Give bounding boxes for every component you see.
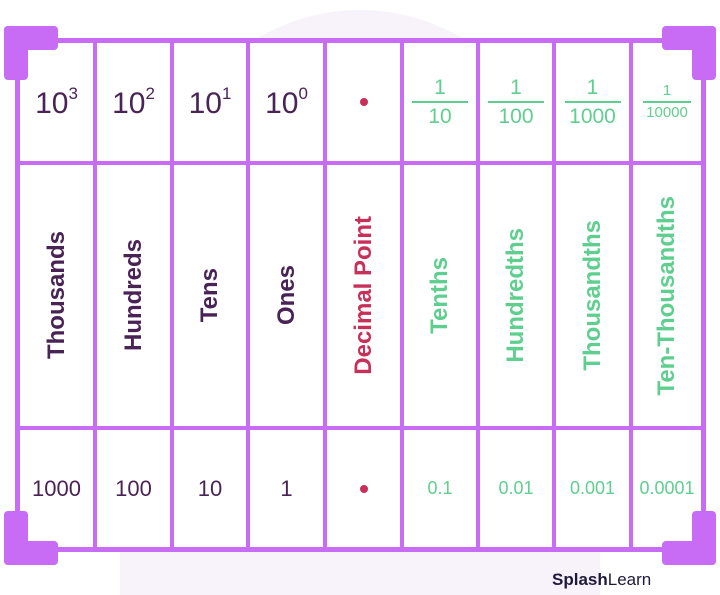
- corner-bracket: [4, 511, 58, 565]
- power-base: 10: [188, 86, 222, 120]
- denominator: 1000: [569, 105, 616, 128]
- place-value: 100: [115, 475, 152, 501]
- name-cell: Tenths: [404, 165, 480, 430]
- power-base: 10: [265, 86, 299, 120]
- numerator: 1: [662, 81, 672, 99]
- place-value: 0.1: [427, 478, 453, 498]
- place-value: 1: [280, 475, 293, 501]
- fraction-cell: 1 10: [404, 43, 480, 165]
- power-cell: 101: [174, 43, 250, 165]
- power-base: 10: [35, 86, 69, 120]
- numerator: 1: [434, 75, 446, 99]
- denominator: 10: [428, 105, 452, 128]
- place-name: Hundredths: [502, 228, 529, 363]
- power-exponent: 0: [298, 83, 308, 103]
- power-exponent: 1: [221, 83, 232, 103]
- place-value: 0.0001: [639, 478, 695, 498]
- power-exponent: 2: [145, 83, 155, 103]
- name-cell: Hundreds: [97, 165, 174, 430]
- decimal-dot: [359, 484, 368, 493]
- fraction-cell: 1 1000: [556, 43, 633, 165]
- value-cell: 0.0001: [633, 430, 701, 547]
- value-cell: 0.01: [480, 430, 556, 547]
- fraction-cell: 1 100: [480, 43, 556, 165]
- numerator: 1: [510, 75, 522, 99]
- value-cell: 1000: [20, 430, 97, 547]
- place-name: Decimal Point: [349, 216, 377, 375]
- place-name: Thousandths: [578, 220, 606, 371]
- value-cell: 0.001: [556, 430, 633, 547]
- power-cell: 103: [20, 43, 97, 165]
- decimal-point-cell: [327, 430, 404, 547]
- denominator: 100: [498, 105, 534, 128]
- place-value: 10: [197, 475, 223, 501]
- numerator: 1: [586, 75, 599, 99]
- decimal-dot: [359, 98, 368, 106]
- value-cell: 100: [97, 430, 174, 547]
- place-name: Hundreds: [119, 239, 147, 352]
- name-cell: Thousandths: [556, 165, 633, 430]
- name-cell: Hundredths: [480, 165, 556, 430]
- place-name: Ten-Thousandths: [653, 195, 680, 396]
- place-value-chart: 103 102 101 100 1 10 1 100 1 1000 1 10000 Th…: [15, 38, 706, 552]
- place-name: Thousands: [42, 231, 70, 360]
- value-cell: 10: [174, 430, 250, 547]
- power-cell: 100: [250, 43, 327, 165]
- name-cell: Thousands: [20, 165, 97, 430]
- name-cell: Ones: [250, 165, 327, 430]
- decimal-point-cell: [327, 43, 404, 165]
- name-cell: Ten-Thousandths: [633, 165, 701, 430]
- corner-bracket: [4, 26, 58, 80]
- splashlearn-logo: SplashLearn: [552, 570, 652, 589]
- value-cell: 1: [250, 430, 327, 547]
- denominator: 10000: [646, 104, 688, 121]
- place-name: Tenths: [426, 257, 453, 334]
- corner-bracket: [662, 26, 716, 80]
- place-value: 0.001: [569, 478, 616, 498]
- fraction-cell: 1 10000: [633, 43, 701, 165]
- place-name: Ones: [272, 265, 300, 326]
- place-value: 1000: [32, 475, 81, 501]
- corner-bracket: [662, 511, 716, 565]
- place-value: 0.01: [498, 478, 534, 498]
- place-name: Tens: [196, 268, 223, 323]
- name-cell: Decimal Point: [327, 165, 404, 430]
- value-cell: 0.1: [404, 430, 480, 547]
- power-base: 10: [112, 86, 146, 120]
- power-exponent: 3: [68, 83, 78, 103]
- power-cell: 102: [97, 43, 174, 165]
- name-cell: Tens: [174, 165, 250, 430]
